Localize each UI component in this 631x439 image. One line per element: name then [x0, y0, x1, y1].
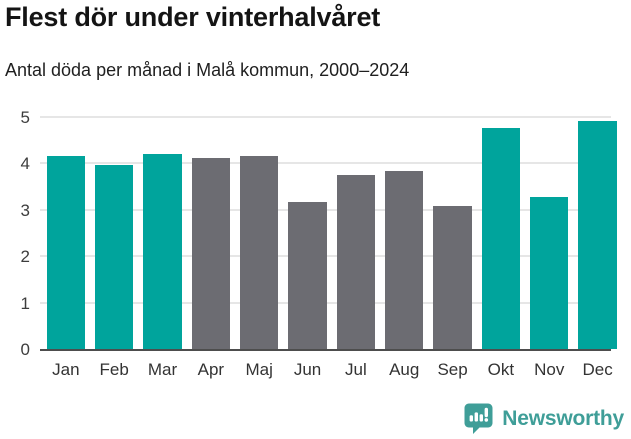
newsworthy-logo-icon: [463, 402, 494, 435]
bar-nov: [530, 196, 569, 349]
bar-jul: [336, 174, 376, 349]
x-tick-label: Sep: [437, 360, 468, 379]
y-tick-label: 4: [20, 154, 30, 174]
bar-feb: [95, 165, 134, 349]
plot-area: [40, 116, 617, 351]
y-tick-label: 1: [20, 293, 30, 313]
bar-jun: [288, 202, 327, 349]
bar-dec: [578, 120, 617, 349]
bar-jan: [46, 155, 85, 349]
x-tick-label: Jan: [52, 360, 80, 379]
bar-maj: [240, 155, 279, 349]
bar-sep: [433, 206, 472, 349]
x-tick-label: Maj: [245, 360, 273, 379]
y-tick-label: 5: [20, 108, 30, 127]
bar-aug: [385, 170, 424, 349]
x-tick-label: Feb: [99, 360, 129, 379]
bar-apr: [191, 157, 231, 349]
x-tick-label: Apr: [197, 360, 225, 379]
x-tick-label: Nov: [534, 360, 565, 379]
y-tick-label: 3: [20, 200, 30, 220]
x-tick-label: Mar: [147, 360, 178, 379]
chart-subtitle: Antal döda per månad i Malå kommun, 2000…: [5, 60, 410, 80]
y-tick-label: 0: [20, 340, 30, 359]
page-title: Flest dör under vinterhalvåret: [5, 2, 381, 32]
gridline: [40, 116, 611, 118]
bar-okt: [481, 128, 521, 349]
brand-footer: Newsworthy: [463, 402, 624, 435]
x-tick-label: Okt: [487, 360, 515, 379]
bar-chart: 5 4 3 2 1 0 Jan Feb Mar Apr Maj Jun Jul Aug Sep Okt Nov…: [0, 100, 631, 390]
x-tick-label: Dec: [582, 360, 613, 379]
gridline: [40, 162, 611, 165]
brand-name: Newsworthy: [502, 406, 624, 430]
bar-mar: [143, 154, 182, 349]
y-tick-label: 2: [20, 247, 30, 267]
x-tick-label: Jun: [293, 360, 322, 379]
x-tick-label: Aug: [389, 360, 420, 379]
x-tick-label: Jul: [345, 360, 367, 379]
